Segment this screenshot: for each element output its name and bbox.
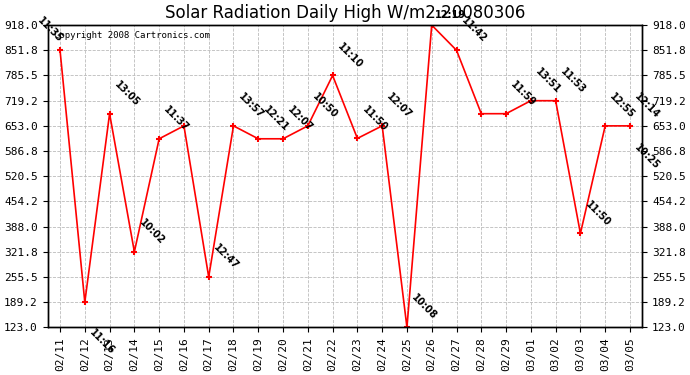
Title: Solar Radiation Daily High W/m2 20080306: Solar Radiation Daily High W/m2 20080306 [165, 4, 525, 22]
Text: Copyright 2008 Cartronics.com: Copyright 2008 Cartronics.com [54, 31, 210, 40]
Text: 10:08: 10:08 [410, 293, 439, 322]
Text: 13:51: 13:51 [533, 66, 562, 95]
Text: 10:02: 10:02 [137, 217, 166, 246]
Text: 13:57: 13:57 [236, 92, 265, 120]
Text: 11:10: 11:10 [335, 41, 364, 70]
Text: 12:07: 12:07 [286, 104, 315, 133]
Text: 12:47: 12:47 [212, 243, 241, 272]
Text: 13:05: 13:05 [112, 79, 141, 108]
Text: 12:55: 12:55 [608, 92, 637, 120]
Text: 11:59: 11:59 [509, 79, 538, 108]
Text: 11:50: 11:50 [583, 199, 612, 228]
Text: 11:37: 11:37 [162, 104, 191, 133]
Text: 10:25: 10:25 [633, 142, 662, 171]
Text: 10:50: 10:50 [310, 92, 339, 120]
Text: 11:42: 11:42 [460, 16, 489, 45]
Text: 11:35: 11:35 [35, 16, 64, 45]
Text: 11:50: 11:50 [360, 104, 389, 133]
Text: 12:21: 12:21 [261, 104, 290, 133]
Text: 11:53: 11:53 [558, 66, 587, 95]
Text: 12:14: 12:14 [633, 92, 662, 120]
Text: 11:16: 11:16 [88, 327, 117, 356]
Text: 12:19: 12:19 [435, 9, 466, 20]
Text: 12:07: 12:07 [385, 92, 414, 120]
